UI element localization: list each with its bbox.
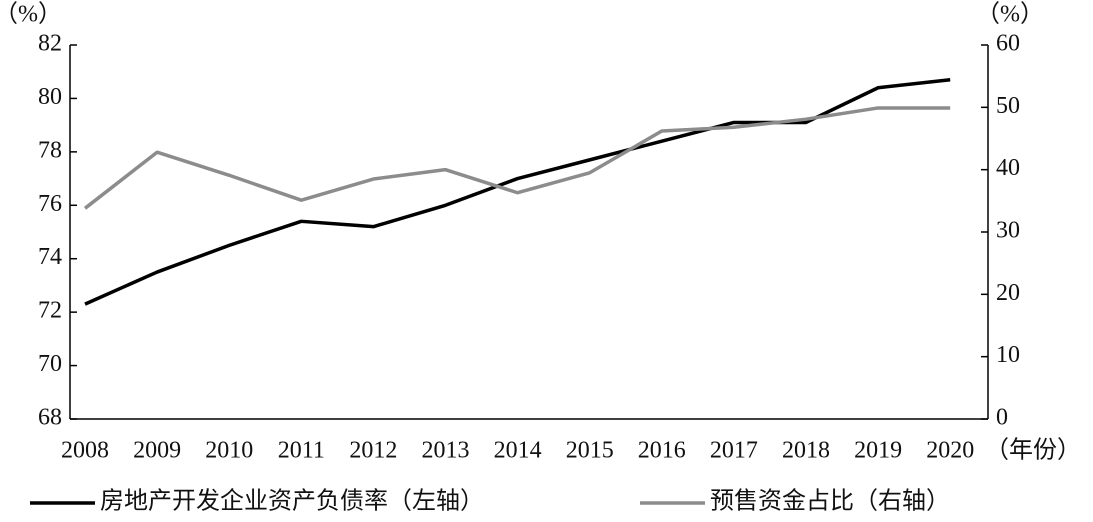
x-axis-label: （年份） bbox=[985, 437, 1081, 464]
y-tick-label: 78 bbox=[38, 137, 62, 163]
y2-tick-label: 0 bbox=[996, 405, 1008, 431]
y2-tick-label: 20 bbox=[996, 280, 1020, 306]
y-tick-label: 74 bbox=[38, 244, 62, 270]
y-tick-label: 70 bbox=[38, 351, 62, 377]
x-tick-label: 2010 bbox=[205, 438, 253, 464]
x-tick-label: 2008 bbox=[61, 438, 109, 464]
x-tick-label: 2014 bbox=[494, 438, 542, 464]
x-tick-label: 2011 bbox=[278, 438, 325, 464]
series-line bbox=[83, 106, 951, 210]
x-tick-label: 2019 bbox=[854, 438, 902, 464]
x-tick-label: 2016 bbox=[638, 438, 686, 464]
x-tick-label: 2009 bbox=[133, 438, 181, 464]
y-tick-label: 80 bbox=[38, 84, 62, 110]
y2-tick-label: 30 bbox=[996, 218, 1020, 244]
legend-label: 预售资金占比（右轴） bbox=[710, 488, 950, 515]
y-axis-label: （%） bbox=[0, 2, 62, 28]
x-tick-label: 2017 bbox=[710, 438, 758, 464]
x-tick-label: 2012 bbox=[349, 438, 397, 464]
y2-tick-label: 60 bbox=[996, 31, 1020, 57]
y-tick-label: 82 bbox=[38, 31, 62, 57]
y-tick-label: 72 bbox=[38, 298, 62, 324]
legend-label: 房地产开发企业资产负债率（左轴） bbox=[100, 488, 484, 515]
y2-tick-label: 10 bbox=[996, 342, 1020, 368]
series-line bbox=[84, 77, 951, 306]
y-tick-label: 76 bbox=[38, 191, 62, 217]
y2-tick-label: 40 bbox=[996, 155, 1020, 181]
x-tick-label: 2013 bbox=[422, 438, 470, 464]
x-tick-label: 2018 bbox=[782, 438, 830, 464]
y-tick-label: 68 bbox=[38, 405, 62, 431]
x-tick-label: 2020 bbox=[926, 438, 974, 464]
y2-tick-label: 50 bbox=[996, 93, 1020, 119]
x-tick-label: 2015 bbox=[566, 438, 614, 464]
y2-axis-label: （%） bbox=[976, 2, 1044, 28]
